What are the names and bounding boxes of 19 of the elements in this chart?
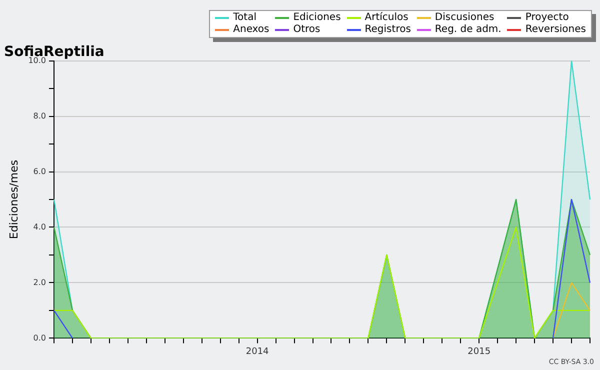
x-tick-label: 2014 [246, 346, 270, 357]
y-axis-title: Ediciones/mes [7, 160, 20, 240]
legend-label: Total [233, 12, 256, 24]
x-tick-label: 2015 [468, 346, 491, 357]
legend-label: Discusiones [434, 12, 494, 24]
y-tick-label: 6.0 [33, 166, 46, 176]
legend-label: Artículos [364, 12, 408, 24]
y-tick-label: 2.0 [33, 278, 46, 287]
legend-label: Otros [293, 24, 320, 36]
y-tick-label: 0.0 [33, 333, 46, 342]
legend-label: Reversiones [525, 24, 586, 36]
y-tick-label: 4.0 [33, 222, 46, 232]
legend-label: Proyecto [525, 12, 569, 24]
y-tick-label: 8.0 [33, 111, 46, 120]
legend-label: Reg. de adm. [434, 24, 502, 36]
legend-label: Registros [364, 24, 411, 36]
y-tick-label: 10.0 [28, 56, 46, 65]
legend-label: Ediciones [293, 12, 341, 24]
legend-label: Anexos [233, 24, 270, 36]
